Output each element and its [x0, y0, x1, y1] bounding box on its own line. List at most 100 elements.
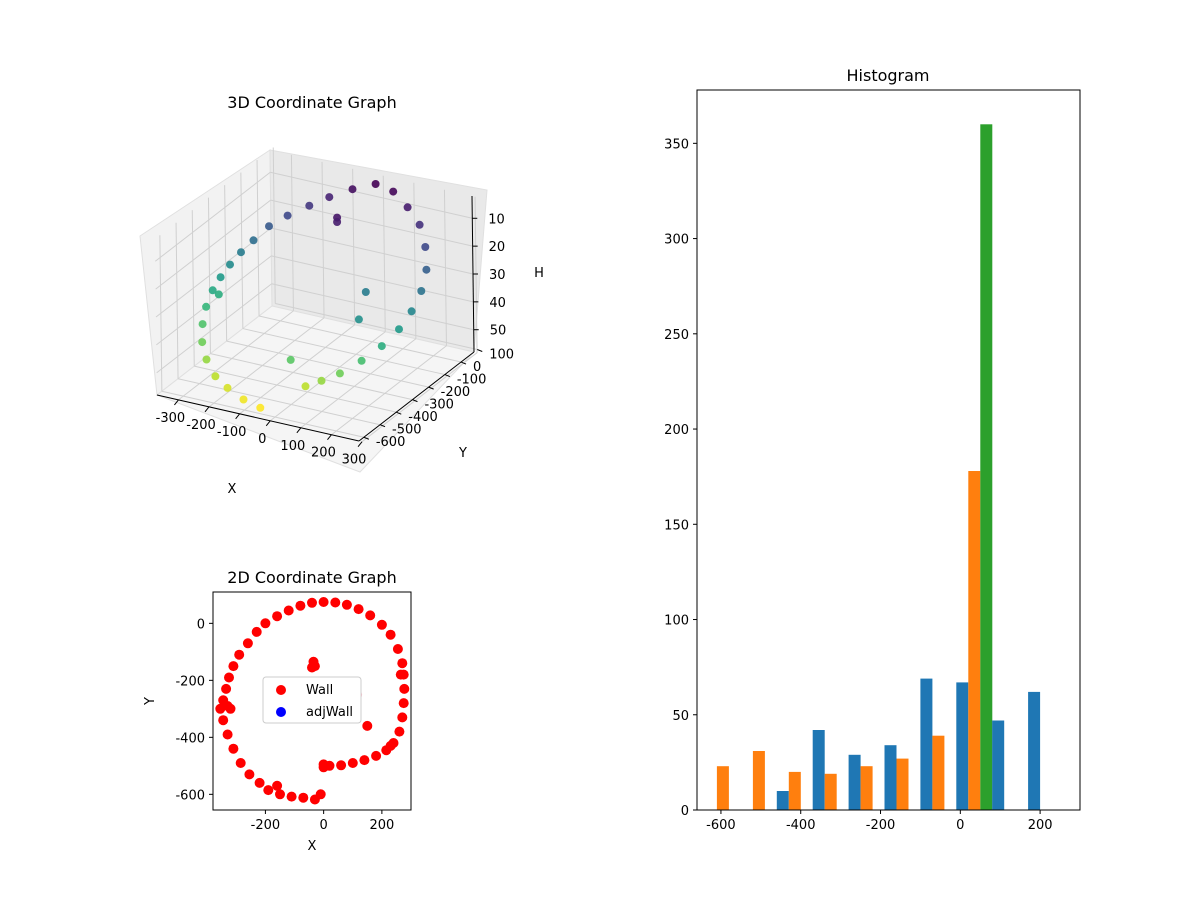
grid-z-left-1 [155, 199, 271, 290]
point-2d-wall [330, 597, 341, 608]
point-2d-wall [254, 777, 265, 788]
x-tick-mark [327, 434, 332, 441]
point-2d-wall [221, 683, 232, 694]
z-tick-label: 10 [488, 212, 505, 227]
grid-x-back-6 [474, 196, 478, 353]
point-2d-wall [251, 626, 262, 637]
legend-box [262, 676, 362, 724]
y-tick-label-2d: -200 [175, 674, 205, 689]
y-tick-label-hist: 200 [664, 423, 689, 438]
grid-x-floor-4 [300, 338, 417, 429]
point-3d [198, 338, 207, 347]
point-2d-wall [307, 662, 317, 673]
point-2d-wall [222, 729, 233, 740]
x-tick-label-2d: 200 [369, 818, 394, 833]
hist-bar [896, 758, 909, 810]
point-3d [256, 403, 265, 412]
x-tick-label: 0 [258, 432, 266, 447]
grid-y-floor-2 [242, 328, 445, 376]
point-2d-wall [371, 750, 382, 761]
point-2d-wall [362, 720, 373, 731]
x-tick-mark [357, 441, 363, 448]
point-3d [348, 185, 357, 194]
point-3d [226, 260, 234, 269]
point-2d-wall [385, 629, 396, 640]
grid-z-left-3 [156, 255, 272, 346]
y-tick-label-2d: 0 [197, 617, 205, 632]
point-3d [395, 325, 403, 334]
point-2d-wall [359, 755, 370, 766]
x-tick-label-hist: 200 [1028, 818, 1053, 833]
point-2d-wall [272, 611, 283, 622]
point-3d [333, 218, 342, 226]
point-2d-wall [298, 792, 309, 803]
grid-z-back-2 [270, 227, 474, 275]
chart-2d-ylabel: Y [143, 697, 158, 706]
y-tick-label-hist: 100 [664, 614, 689, 629]
grid-x-floor-0 [178, 310, 294, 401]
point-3d [301, 382, 310, 391]
point-3d [403, 203, 412, 212]
point-3d [335, 369, 344, 378]
ticks-2d: -200 0 200 0 -200 -400 -600 [175, 617, 394, 833]
chart-histogram: Histogram -600 -400 -200 0 200 0 50 100 150 200 25… [664, 66, 1081, 833]
chart-2d-xlabel: X [308, 839, 317, 854]
points-2d [215, 597, 410, 805]
grid-y-floor-1 [258, 315, 462, 363]
y-tick-label: -500 [392, 423, 422, 438]
pane-floor [155, 305, 475, 473]
point-3d [421, 243, 430, 251]
hist-bar [956, 682, 969, 810]
point-3d [317, 376, 326, 385]
point-2d-wall [395, 669, 406, 680]
point-3d [354, 315, 363, 324]
point-3d [202, 302, 211, 311]
hist-bar [812, 730, 825, 810]
axes-3d: -300 -200 -100 0 100 200 3001000-100-200-300-4… [156, 195, 514, 468]
chart-2d-title: 2D Coordinate Graph [227, 568, 396, 587]
x-tick-label-2d: 0 [320, 818, 328, 833]
point-2d-wall [376, 619, 387, 630]
y-tick-mark [412, 399, 418, 403]
chart-3d-coordinate-graph: 3D Coordinate Graph -300 -200 -100 0 100 200 3… [139, 93, 544, 497]
chart-3d-zlabel: H [534, 266, 544, 281]
hist-bar [752, 751, 765, 810]
grid-3d [154, 147, 478, 443]
point-2d-wall [394, 726, 405, 737]
point-2d-wall [341, 599, 352, 610]
grid-y-floor-0 [275, 303, 478, 350]
legend-2d: Wall adjWall [262, 676, 362, 724]
y-tick-label: -200 [441, 385, 471, 400]
y-tick-label: -300 [424, 398, 454, 413]
point-2d-wall [318, 762, 329, 773]
point-3d [415, 220, 424, 229]
x-tick-mark [174, 399, 179, 406]
point-3d [202, 355, 211, 364]
x-tick-mark [235, 413, 241, 420]
y-tick-label-hist: 300 [664, 233, 689, 248]
grid-x-floor-2 [239, 324, 355, 415]
y-tick-mark [379, 424, 386, 428]
hist-bar [920, 678, 933, 810]
point-2d-wall [286, 791, 297, 802]
x-tick-mark [296, 427, 302, 434]
point-3d [357, 356, 366, 365]
z-tick-label: 40 [489, 296, 506, 311]
x-axis-line [156, 394, 360, 442]
x-tick-mark [204, 406, 210, 413]
grid-y-floor-3 [226, 340, 429, 388]
y-tick-label-hist: 250 [664, 328, 689, 343]
point-2d-wall [307, 597, 317, 608]
hist-bar [848, 754, 861, 810]
y-tick-mark [477, 349, 483, 352]
hist-bar [824, 773, 837, 810]
point-3d [223, 383, 232, 392]
point-3d [211, 372, 220, 381]
point-3d [216, 273, 225, 282]
y-tick-label: 100 [489, 347, 514, 362]
point-2d-wall [315, 789, 326, 800]
point-2d-wall [275, 789, 285, 800]
point-3d [305, 201, 314, 210]
x-tick-label-hist: 0 [956, 818, 964, 833]
point-2d-wall [347, 758, 358, 768]
